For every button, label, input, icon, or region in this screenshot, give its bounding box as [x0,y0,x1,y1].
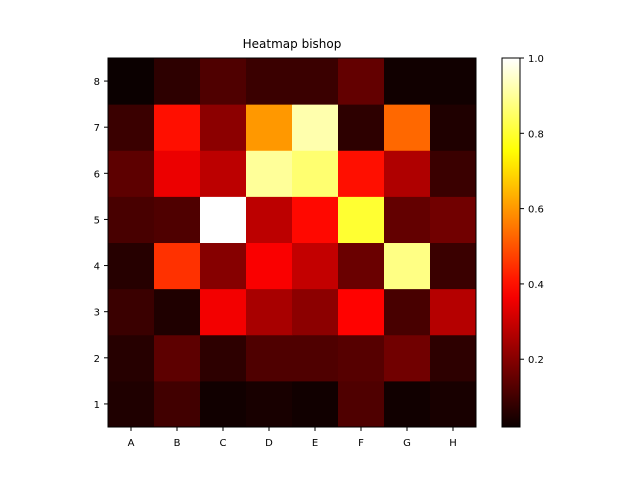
heatmap-cell-D3 [246,288,293,336]
heatmap-cell-D6 [246,150,293,197]
heatmap-cells [108,58,477,428]
heatmap-cell-F2 [338,334,385,382]
x-tick-label: A [128,438,135,449]
heatmap-cell-C6 [200,150,247,197]
heatmap-cell-D2 [246,334,293,382]
heatmap-cell-F5 [338,196,385,244]
heatmap-cell-B4 [154,242,201,290]
heatmap-cell-B3 [154,288,201,336]
heatmap-cell-G6 [384,150,431,197]
heatmap-cell-A6 [108,150,155,197]
x-axis: A B C D E F G H [128,427,457,449]
heatmap-cell-C4 [200,242,247,290]
colorbar-tick-label: 0.4 [528,280,544,291]
heatmap-cell-H6 [430,150,477,197]
heatmap-cell-D8 [246,58,293,105]
heatmap-cell-B8 [154,58,201,105]
colorbar-tick-label: 0.6 [528,205,544,216]
heatmap-cell-D4 [246,242,293,290]
colorbar [501,57,521,428]
heatmap-cell-E2 [292,334,339,382]
heatmap-cell-F3 [338,288,385,336]
x-tick-label: E [312,438,318,449]
heatmap-cell-E3 [292,288,339,336]
heatmap-cell-G5 [384,196,431,244]
colorbar-tick-label: 0.2 [528,355,544,366]
colorbar-tick-label: 1.0 [528,54,544,65]
heatmap-cell-A8 [108,58,155,105]
heatmap-cell-B1 [154,380,201,428]
y-tick-label: 1 [94,400,100,411]
colorbar-tick-label: 0.8 [528,129,544,140]
heatmap-cell-B2 [154,334,201,382]
heatmap-cell-B6 [154,150,201,197]
heatmap-cell-A2 [108,334,155,382]
heatmap-cell-E6 [292,150,339,197]
heatmap-cell-H3 [430,288,477,336]
heatmap-cell-A3 [108,288,155,336]
heatmap-cell-D5 [246,196,293,244]
y-axis: 1 2 3 4 5 6 7 8 [94,77,108,411]
heatmap-cell-C1 [200,380,247,428]
plot-frame [107,57,477,428]
x-tick-label: B [174,438,181,449]
heatmap-cell-A5 [108,196,155,244]
heatmap-cell-C2 [200,334,247,382]
heatmap-cell-E8 [292,58,339,105]
heatmap-cell-G8 [384,58,431,105]
heatmap-cell-A7 [108,104,155,151]
y-tick-label: 6 [94,169,100,180]
heatmap-cell-E5 [292,196,339,244]
heatmap-cell-D7 [246,104,293,151]
heatmap-cell-G3 [384,288,431,336]
heatmap-cell-H4 [430,242,477,290]
chart-title: Heatmap bishop [243,37,342,51]
heatmap-cell-G2 [384,334,431,382]
heatmap-cell-F7 [338,104,385,151]
heatmap-cell-C5 [200,196,247,244]
heatmap-cell-C7 [200,104,247,151]
heatmap-cell-B7 [154,104,201,151]
heatmap-cell-H5 [430,196,477,244]
heatmap-cell-E4 [292,242,339,290]
heatmap-cell-F8 [338,58,385,105]
y-tick-label: 7 [94,123,100,134]
heatmap-cell-H2 [430,334,477,382]
heatmap-cell-H8 [430,58,477,105]
heatmap-cell-F1 [338,380,385,428]
heatmap-cell-F4 [338,242,385,290]
colorbar-axis: 0.2 0.4 0.6 0.8 1.0 [520,54,544,366]
heatmap-cell-C8 [200,58,247,105]
x-tick-label: C [220,438,227,449]
heatmap-cell-E1 [292,380,339,428]
y-tick-label: 2 [94,354,100,365]
heatmap-cell-E7 [292,104,339,151]
heatmap-cell-B5 [154,196,201,244]
y-tick-label: 3 [94,308,100,319]
x-tick-label: G [403,438,411,449]
y-tick-label: 4 [94,262,100,273]
heatmap-cell-G7 [384,104,431,151]
x-tick-label: F [358,438,364,449]
heatmap-cell-F6 [338,150,385,197]
y-tick-label: 5 [94,215,100,226]
heatmap-cell-D1 [246,380,293,428]
heatmap-cell-C3 [200,288,247,336]
heatmap-cell-H1 [430,380,477,428]
heatmap-cell-H7 [430,104,477,151]
x-tick-label: D [265,438,273,449]
heatmap-cell-A4 [108,242,155,290]
heatmap-cell-A1 [108,380,155,428]
heatmap-cell-G1 [384,380,431,428]
heatmap-cell-G4 [384,242,431,290]
x-tick-label: H [449,438,457,449]
y-tick-label: 8 [94,77,100,88]
